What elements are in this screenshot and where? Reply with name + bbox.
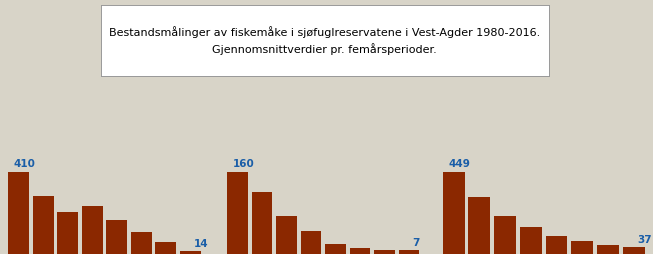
Text: 449: 449: [449, 159, 470, 169]
Bar: [33, 196, 54, 254]
Bar: [443, 172, 464, 254]
Bar: [468, 197, 490, 254]
Bar: [155, 242, 176, 254]
Bar: [106, 220, 127, 254]
Bar: [8, 172, 29, 254]
Text: Bestandsmålinger av fiskemåke i sjøfuglreservatene i Vest-Agder 1980-2016.
Gjenn: Bestandsmålinger av fiskemåke i sjøfuglr…: [109, 26, 541, 55]
Bar: [545, 236, 567, 254]
Bar: [131, 232, 151, 254]
Bar: [494, 216, 516, 254]
Bar: [227, 172, 248, 254]
Text: 7: 7: [413, 238, 420, 248]
Bar: [571, 241, 593, 254]
Bar: [623, 247, 645, 254]
Bar: [325, 244, 346, 254]
Bar: [251, 193, 272, 254]
Bar: [300, 231, 321, 254]
Bar: [57, 212, 78, 254]
Text: 410: 410: [14, 159, 36, 169]
Bar: [597, 245, 619, 254]
Bar: [82, 206, 103, 254]
Bar: [520, 227, 542, 254]
Bar: [349, 248, 370, 254]
Text: 14: 14: [194, 239, 208, 249]
Text: 160: 160: [232, 159, 255, 169]
Bar: [180, 251, 200, 254]
Text: 37: 37: [637, 235, 652, 245]
Bar: [374, 250, 395, 254]
Bar: [398, 250, 419, 254]
Bar: [276, 216, 297, 254]
